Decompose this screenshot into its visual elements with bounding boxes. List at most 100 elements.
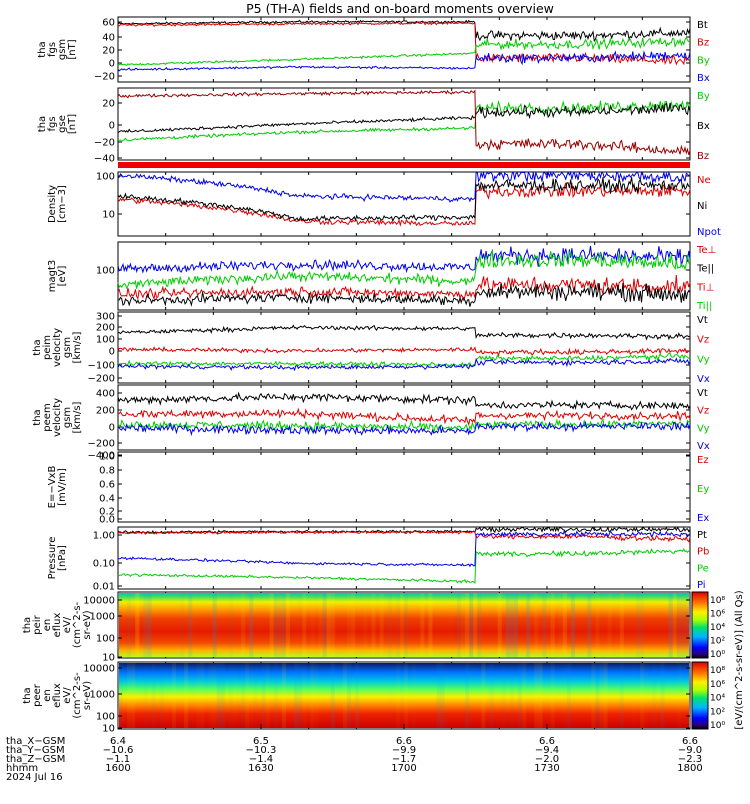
x-axis-value: −2.0 (535, 754, 559, 765)
y-axis-label-line: tha (22, 617, 33, 633)
y-axis-label-line: fgs (47, 116, 58, 131)
y-tick-label: −40 (94, 154, 115, 165)
spectrogram-peer (119, 663, 689, 728)
colorbar-tick-label: 10⁶ (710, 680, 725, 690)
spectrogram-texture (456, 593, 461, 657)
spectrogram-texture (449, 593, 453, 657)
spectrogram-texture (265, 663, 270, 728)
spectrogram-texture (668, 593, 673, 657)
spectrogram-texture (229, 663, 233, 728)
spectrogram-texture (184, 663, 189, 728)
spectrogram-texture (396, 663, 400, 728)
y-tick-label: 20 (102, 46, 115, 57)
y-tick-label: 10 (102, 653, 115, 664)
series-line-Bx (117, 102, 691, 134)
series-line-Bz (117, 21, 691, 66)
y-tick-label: 10000 (83, 664, 115, 675)
spectrogram-texture (269, 593, 274, 657)
spectrogram-texture (212, 663, 217, 728)
spectrogram-texture (570, 593, 575, 657)
y-tick-label: 0 (109, 423, 115, 434)
spectrogram-texture (619, 593, 624, 657)
spectrogram-texture (632, 663, 636, 728)
series-group-peem-velocity (117, 391, 691, 437)
series-line-Vz (117, 407, 691, 427)
y-tick-label: 60 (102, 18, 115, 29)
y-axis-label-line: gsm (62, 407, 73, 428)
x-axis-value: 6.6 (682, 736, 698, 747)
x-axis-value: −10.3 (246, 745, 277, 756)
spectrogram-texture (587, 593, 592, 657)
x-axis-value: −1.4 (249, 754, 273, 765)
x-axis-value: 1700 (391, 763, 416, 774)
y-tick-label: 100 (96, 172, 115, 183)
spectrogram-texture (599, 663, 604, 728)
spectrogram-texture (281, 663, 286, 728)
panel-efield: 1.0 0.8 0.6 0.4 0.20.0 E=−VxB [mV/m] Ez Ey Ex (47, 451, 709, 526)
x-axis-row-label: hhmm (6, 763, 38, 774)
x-axis-value: 1800 (677, 763, 702, 774)
y-axis-label-line: peer (32, 683, 43, 707)
x-axis-value: 6.6 (396, 736, 412, 747)
y-axis-label-line: eflux (52, 613, 63, 638)
spectrogram-texture (395, 593, 400, 657)
legend-entry: Vx (697, 441, 710, 452)
y-axis-label-line: [km/s] (72, 401, 83, 433)
spectrogram-texture (412, 663, 416, 728)
legend-entry: Vy (697, 423, 710, 434)
y-tick-label: 40 (102, 33, 115, 44)
y-tick-label: 100 (96, 634, 115, 645)
spectrogram-texture (399, 593, 404, 657)
panel-temperature: 100 magt3 [eV] Te⊥ Te|| Ti⊥ Ti|| (47, 241, 716, 312)
spectrogram-texture (233, 663, 237, 728)
spectrogram-texture (147, 593, 152, 657)
x-axis-value: 1600 (105, 763, 130, 774)
legend-entry: Ti⊥ (696, 282, 714, 293)
y-tick-label: 0 (109, 121, 115, 132)
spectrogram-texture (513, 593, 518, 657)
spectrogram-texture (143, 663, 147, 728)
y-axis-label-line: gse (57, 115, 68, 133)
spectrogram-texture (563, 663, 567, 728)
y-axis-label: Pressure [nPa] (47, 537, 68, 580)
y-axis-label-line: tha (32, 409, 43, 425)
y-tick-label: −200 (88, 439, 115, 450)
series-line-Ne (117, 182, 691, 227)
y-axis-label-line: velocity (52, 398, 63, 437)
legend-entry: By (697, 91, 710, 102)
y-axis-label: E=−VxB [mV/m] (47, 466, 68, 509)
spectrogram-texture (469, 593, 474, 657)
x-axis-value: −1.7 (392, 754, 416, 765)
y-axis-label: tha peir en eflux eV/(cm^2-s-sr-eV) (22, 601, 93, 648)
y-tick-label: −20 (94, 72, 115, 83)
spectrogram-texture (212, 593, 217, 657)
y-axis-label-line: sr-eV) (82, 681, 93, 710)
spectrogram-texture (363, 593, 368, 657)
legend-entry: Bz (697, 151, 709, 162)
x-axis-value: 1730 (534, 763, 559, 774)
spectrogram-texture (277, 593, 282, 657)
y-tick-label: 200 (96, 406, 115, 417)
spectrogram-texture (676, 593, 681, 657)
spectrogram-texture (216, 663, 221, 728)
y-axis-label: tha peem velocity gsm [km/s] (32, 398, 83, 437)
y-axis-label: magt3 [eV] (47, 260, 68, 293)
spectrogram-texture (347, 593, 352, 657)
spectrogram-texture (505, 593, 510, 657)
y-axis-label-line: gsm (62, 337, 73, 358)
legend-entry: Ne (697, 175, 711, 186)
colorbar-tick-label: 10⁰ (710, 650, 725, 660)
spectrogram-texture (404, 593, 409, 657)
y-tick-label: 0 (109, 59, 115, 70)
spectrogram-texture (330, 663, 335, 728)
spectrogram-texture (469, 663, 473, 728)
series-line-Bx (117, 50, 691, 72)
legend-entry: Vt (697, 315, 708, 326)
spectrogram-texture (180, 593, 185, 657)
series-line-Vx (117, 357, 691, 372)
spectrogram-texture (342, 663, 347, 728)
x-axis-row-label: tha_Z−GSM (6, 754, 65, 765)
spectrogram-texture (119, 593, 123, 657)
y-axis-label-line: tha (37, 41, 48, 57)
